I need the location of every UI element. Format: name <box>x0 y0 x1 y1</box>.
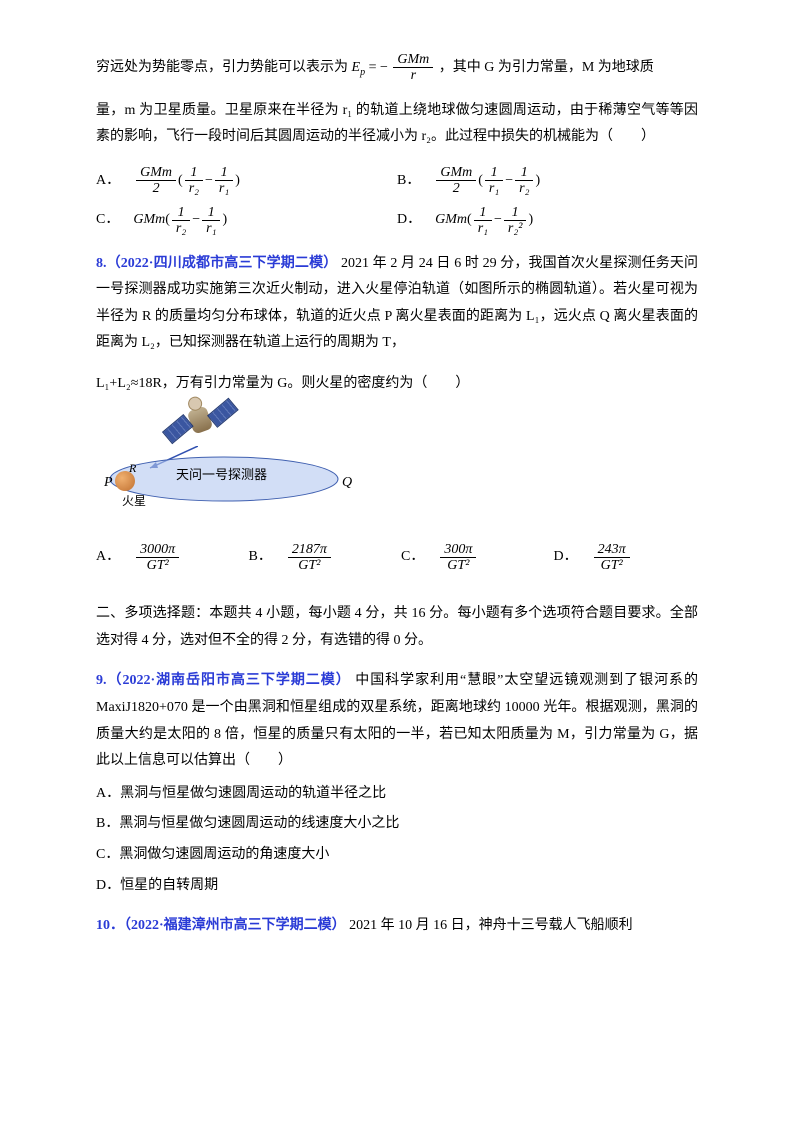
q9-options: A．黑洞与恒星做匀速圆周运动的轨道半径之比 B．黑洞与恒星做匀速圆周运动的线速度… <box>96 781 698 899</box>
q10-text: 2021 年 10 月 16 日，神舟十三号载人飞船顺利 <box>349 918 633 933</box>
q8-options-row: A． 3000πGT² B． 2187πGT² C． 300πGT² D． 24… <box>96 542 698 574</box>
q7-options-row-2: C． GMm ( 1r₂ − 1r₁ ) D． GMm ( 1r₁ − 1r₂²… <box>96 205 698 237</box>
q8-text-2: L₁+L₂≈18R，万有引力常量为 G。则火星的密度约为（ ） <box>96 371 698 398</box>
intro-text-1: 穷远处为势能零点，引力势能可以表示为 <box>96 60 352 75</box>
q8-option-c[interactable]: C． 300πGT² <box>401 542 545 574</box>
page-content: 穷远处为势能零点，引力势能可以表示为 Ep = − GMm r ，其中 G 为引… <box>0 0 794 986</box>
mars-label: 火星 <box>122 490 146 513</box>
q8-figure: P R 火星 Q 天问一号探测器 <box>104 408 698 528</box>
q8-option-b[interactable]: B． 2187πGT² <box>249 542 393 574</box>
intro-paragraph-1: 穷远处为势能零点，引力势能可以表示为 Ep = − GMm r ，其中 G 为引… <box>96 52 698 84</box>
q9-option-d[interactable]: D．恒星的自转周期 <box>96 873 698 900</box>
ep-lhs: Ep <box>352 60 366 75</box>
q10-tag: 10．（2022·福建漳州市高三下学期二模） <box>96 918 346 933</box>
q8-option-d[interactable]: D． 243πGT² <box>554 542 698 574</box>
q9-option-b[interactable]: B．黑洞与恒星做匀速圆周运动的线速度大小之比 <box>96 811 698 838</box>
q9-tag: 9.（2022·湖南岳阳市高三下学期二模） <box>96 673 351 688</box>
section-2-heading: 二、多项选择题：本题共 4 小题，每小题 4 分，共 16 分。每小题有多个选项… <box>96 601 698 654</box>
q7-option-a[interactable]: A． GMm 2 ( 1r₂ − 1r₁ ) <box>96 165 397 197</box>
intro-text-2: ，其中 G 为引力常量，M 为地球质 <box>439 60 654 75</box>
q7-options-row-1: A． GMm 2 ( 1r₂ − 1r₁ ) B． GMm 2 ( 1r₁ − … <box>96 165 698 197</box>
q9-option-c[interactable]: C．黑洞做匀速圆周运动的角速度大小 <box>96 842 698 869</box>
q8-option-a[interactable]: A． 3000πGT² <box>96 542 240 574</box>
q8-tag: 8.（2022·四川成都市高三下学期二模） <box>96 256 337 271</box>
arrow-label: 天问一号探测器 <box>176 463 267 488</box>
ep-fraction: GMm r <box>393 52 433 84</box>
q-label: Q <box>342 470 352 497</box>
satellite-icon <box>190 408 210 432</box>
q7-option-b[interactable]: B． GMm 2 ( 1r₁ − 1r₂ ) <box>397 165 698 197</box>
q9-option-a[interactable]: A．黑洞与恒星做匀速圆周运动的轨道半径之比 <box>96 781 698 808</box>
eq-mid: = − <box>369 60 388 75</box>
p-label: P <box>104 470 113 497</box>
q8-stem: 8.（2022·四川成都市高三下学期二模） 2021 年 2 月 24 日 6 … <box>96 251 698 357</box>
q9-stem: 9.（2022·湖南岳阳市高三下学期二模） 中国科学家利用“慧眼”太空望远镜观测… <box>96 668 698 774</box>
q7-option-d[interactable]: D． GMm ( 1r₁ − 1r₂² ) <box>397 205 698 237</box>
intro-paragraph-2: 量，m 为卫星质量。卫星原来在半径为 r₁ 的轨道上绕地球做匀速圆周运动，由于稀… <box>96 98 698 151</box>
q7-option-c[interactable]: C． GMm ( 1r₂ − 1r₁ ) <box>96 205 397 237</box>
r-label: R <box>129 457 136 480</box>
q10-stem: 10．（2022·福建漳州市高三下学期二模） 2021 年 10 月 16 日，… <box>96 913 698 940</box>
